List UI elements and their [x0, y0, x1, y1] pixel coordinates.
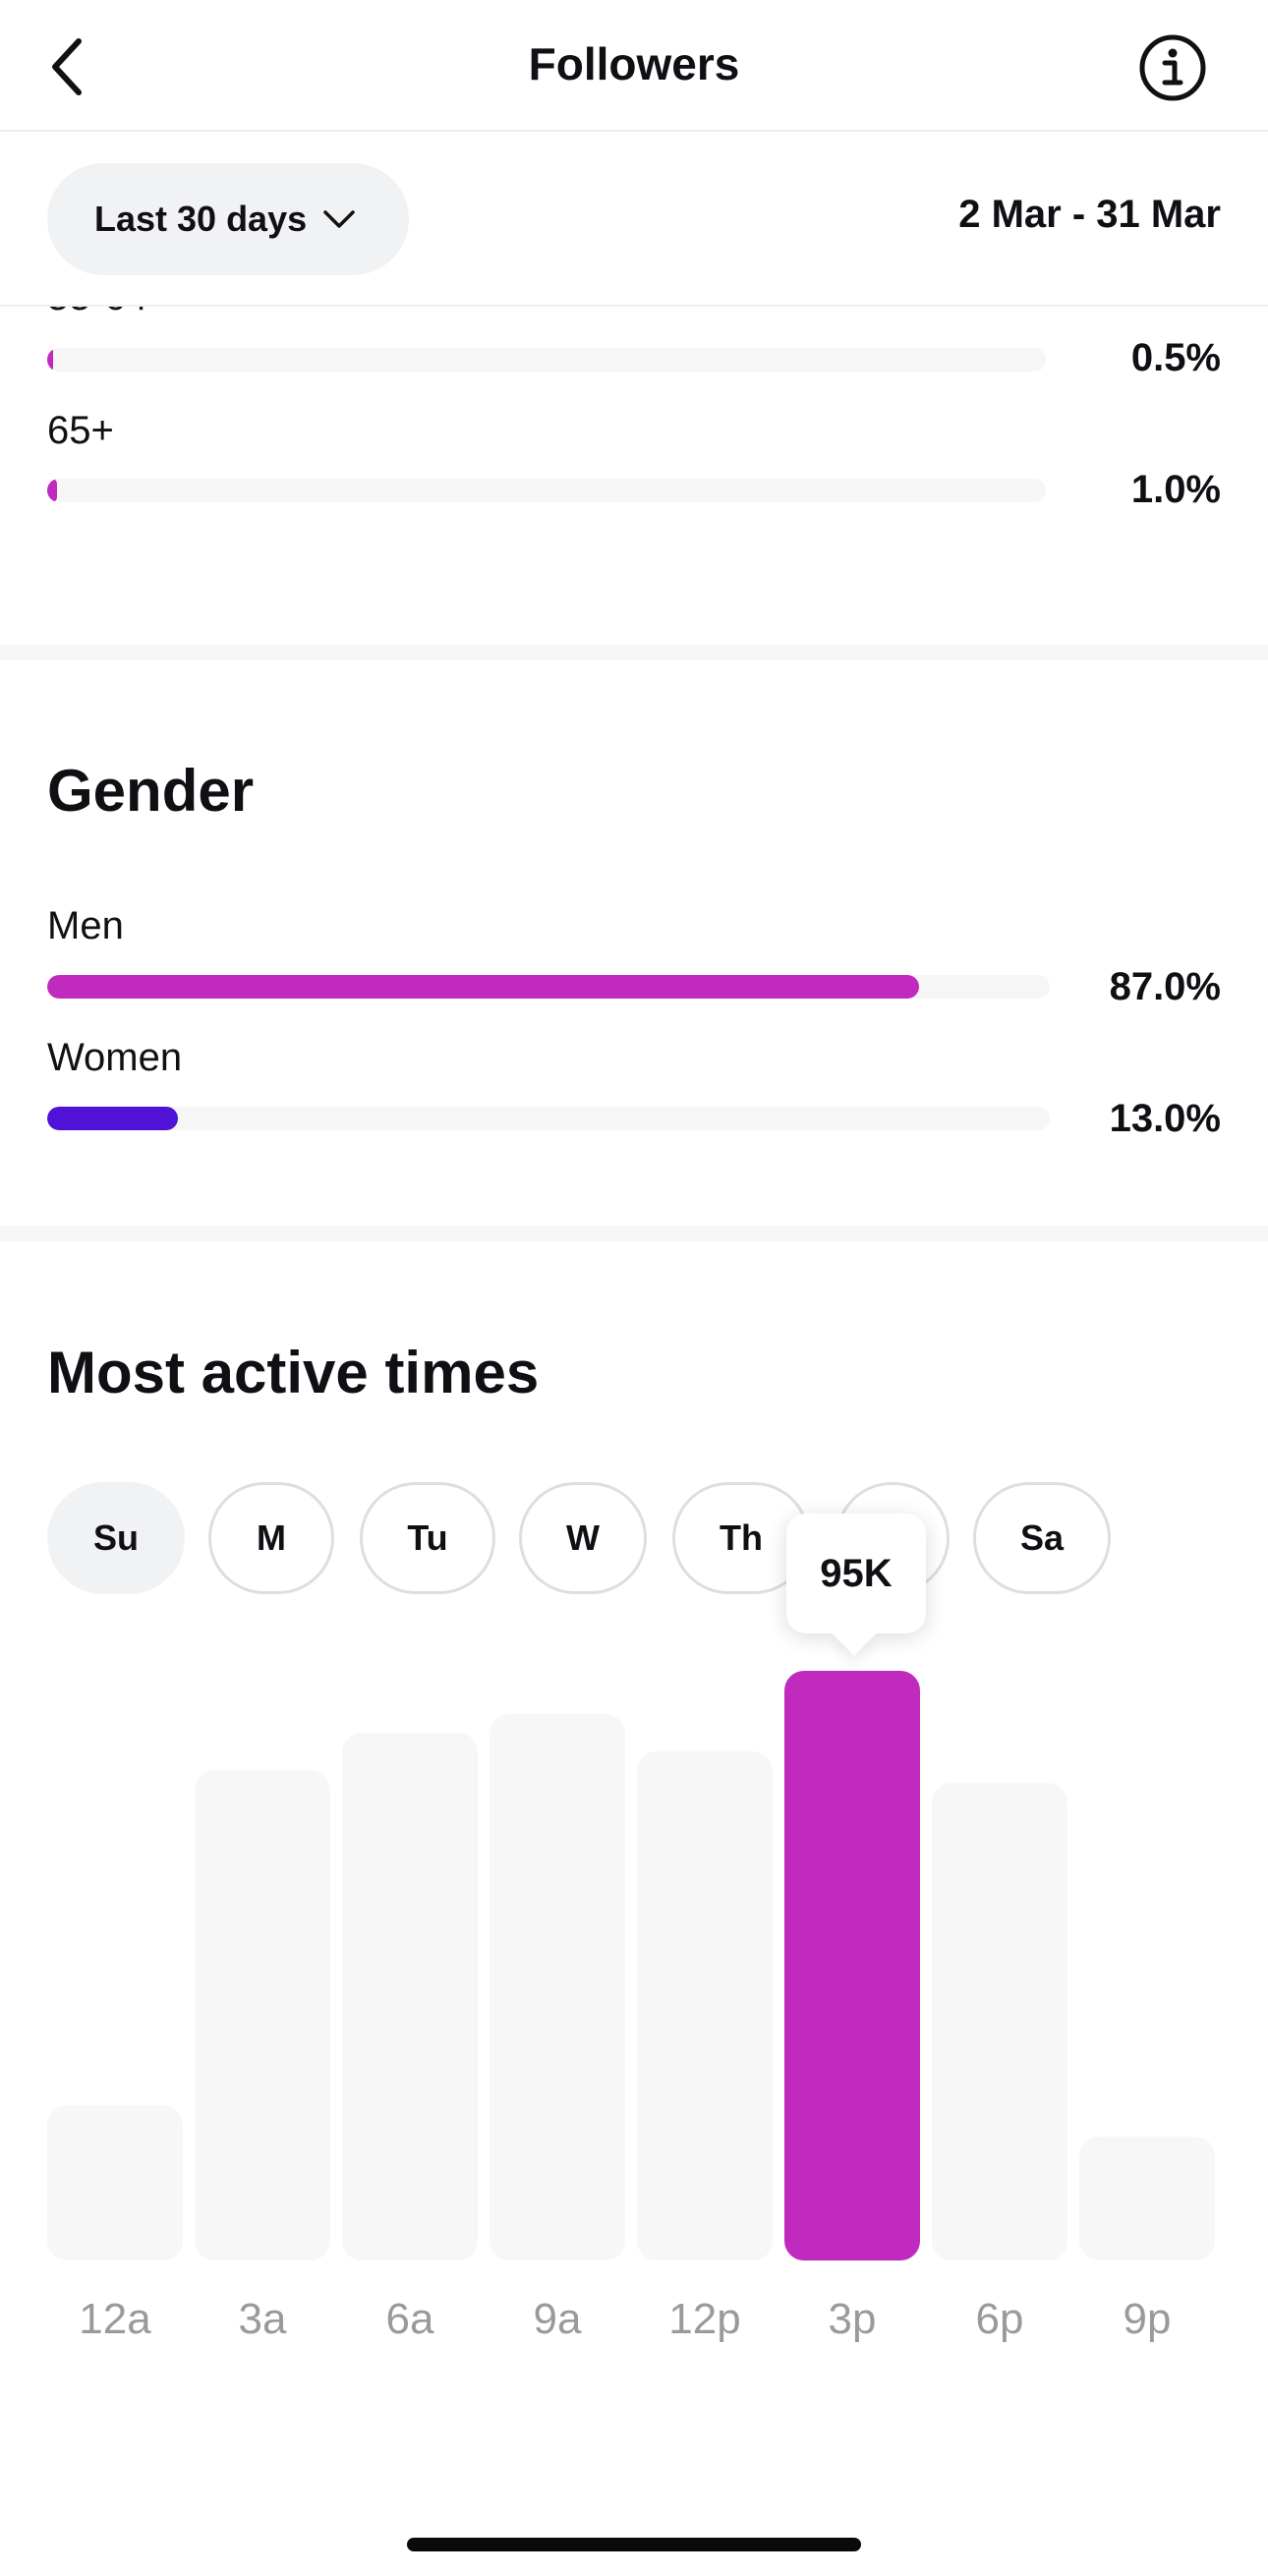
gender-bar-track: [47, 1107, 1050, 1130]
gender-label: Men: [47, 904, 124, 947]
chevron-left-icon: [52, 38, 82, 95]
chart-x-label-9a: 9a: [533, 2295, 582, 2343]
age-bar-fill: [47, 479, 58, 502]
nav-header: Followers: [0, 0, 1268, 132]
chart-bar-12a[interactable]: [47, 2105, 183, 2261]
gender-bar-track: [47, 975, 1050, 999]
chart-bar-12p[interactable]: [637, 1751, 773, 2261]
date-range-dropdown[interactable]: Last 30 days: [47, 163, 409, 275]
gender-bar-fill: [47, 975, 920, 999]
gender-bar-fill: [47, 1107, 178, 1130]
chart-x-label-3a: 3a: [238, 2295, 287, 2343]
most-active-times-title: Most active times: [47, 1340, 540, 1405]
chart-x-label-12a: 12a: [79, 2295, 151, 2343]
age-percentage: 0.5%: [1130, 336, 1221, 379]
chart-x-label-6p: 6p: [975, 2295, 1024, 2343]
chart-bar-6a[interactable]: [342, 1733, 478, 2261]
day-tab[interactable]: M: [208, 1482, 334, 1594]
age-percentage: 1.0%: [1130, 468, 1221, 511]
info-button[interactable]: [1138, 33, 1207, 102]
back-button[interactable]: [28, 28, 106, 106]
age-bar-track: [47, 348, 1046, 372]
chart-bar-3a[interactable]: [195, 1770, 330, 2261]
filter-bar: Last 30 days 2 Mar - 31 Mar: [0, 132, 1268, 307]
date-range-dropdown-label: Last 30 days: [94, 199, 308, 239]
page-title: Followers: [528, 38, 740, 89]
chart-bar-9p[interactable]: [1079, 2136, 1215, 2261]
home-indicator[interactable]: [407, 2538, 861, 2551]
chart-x-label-6a: 6a: [385, 2295, 434, 2343]
age-bar-fill: [47, 348, 53, 372]
day-tab[interactable]: Sa: [973, 1482, 1111, 1594]
gender-label: Women: [47, 1036, 183, 1079]
info-icon: [1139, 34, 1206, 101]
chevron-down-icon: [323, 210, 355, 228]
date-range-text: 2 Mar - 31 Mar: [958, 193, 1221, 236]
day-tab[interactable]: Tu: [360, 1482, 495, 1594]
bar-value-tooltip: 95K: [786, 1514, 926, 1633]
gender-title: Gender: [47, 758, 255, 824]
active-times-chart: 12a 3a 6a 9a 12p 3p 6p 9p: [0, 1612, 1268, 2378]
chart-bar-3p[interactable]: [784, 1671, 920, 2261]
chart-bar-9a[interactable]: [490, 1714, 625, 2261]
gender-percentage: 87.0%: [1109, 965, 1221, 1008]
chart-bar-6p[interactable]: [932, 1782, 1067, 2261]
chart-x-label-9p: 9p: [1123, 2295, 1172, 2343]
age-bar-track: [47, 479, 1046, 502]
day-tab[interactable]: Su: [47, 1482, 185, 1594]
chart-x-label-12p: 12p: [668, 2295, 741, 2343]
age-label: 65+: [47, 409, 114, 452]
section-divider: [0, 1226, 1268, 1241]
section-divider: [0, 645, 1268, 660]
day-tab[interactable]: W: [519, 1482, 647, 1594]
chart-x-label-3p: 3p: [828, 2295, 877, 2343]
gender-percentage: 13.0%: [1109, 1097, 1221, 1140]
